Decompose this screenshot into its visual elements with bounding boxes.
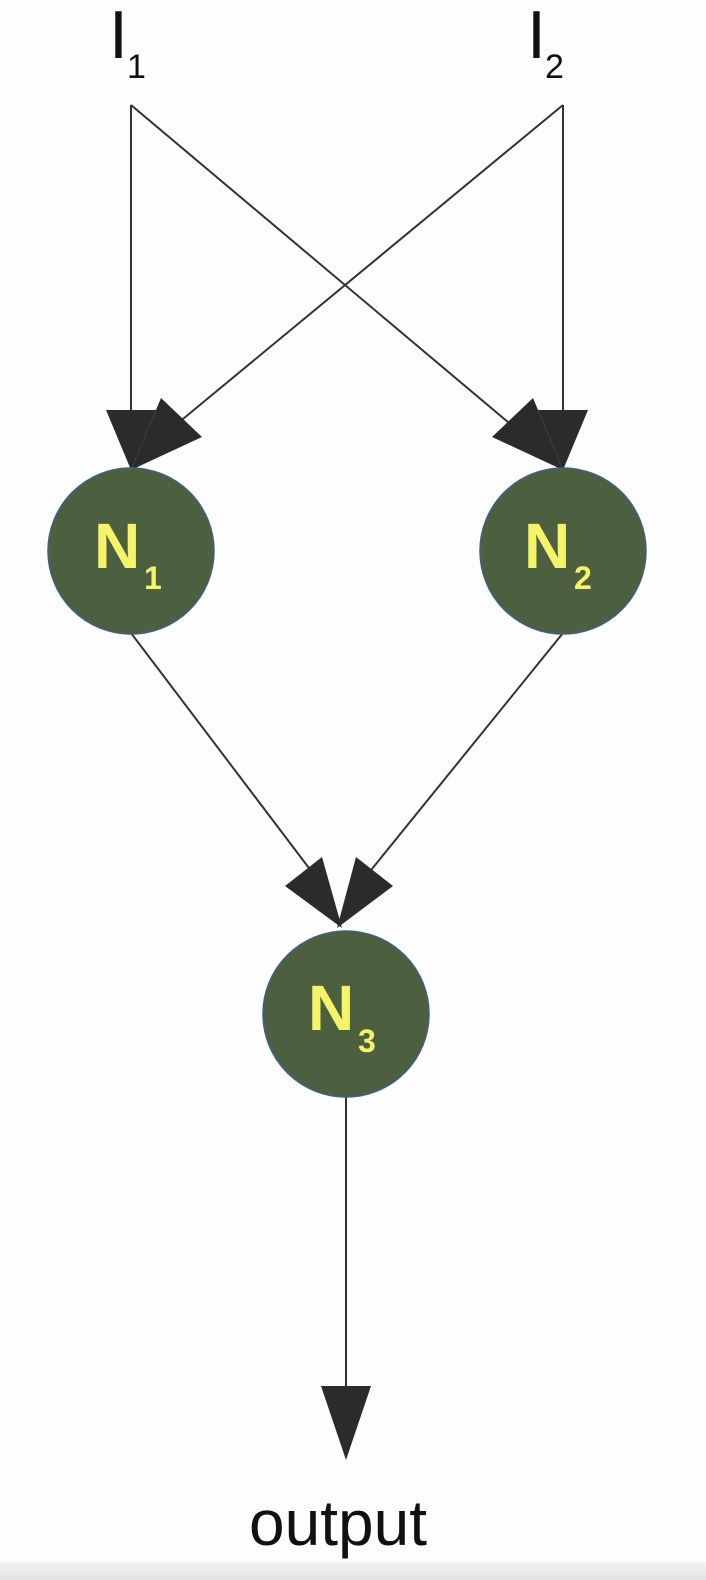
arrowhead-i2-n2 bbox=[538, 410, 588, 470]
arrowheads bbox=[106, 398, 588, 1460]
arrowhead-i2-n1 bbox=[131, 398, 202, 470]
edge-n1-n3 bbox=[130, 632, 319, 881]
input-i2: I 2 bbox=[527, 0, 564, 86]
input-i2-subscript: 2 bbox=[545, 48, 564, 86]
node-n3-circle bbox=[262, 930, 430, 1098]
arrowhead-i1-n1 bbox=[106, 410, 156, 470]
arrowhead-n1-n3 bbox=[285, 857, 342, 928]
bottom-edge-strip bbox=[0, 1562, 706, 1580]
edge-i1-n2 bbox=[130, 104, 516, 429]
output-label: output bbox=[249, 1487, 427, 1559]
node-n2: N 2 bbox=[479, 467, 647, 635]
edge-i2-n1 bbox=[171, 104, 564, 429]
arrowhead-n2-n3 bbox=[337, 857, 393, 928]
edges bbox=[130, 104, 564, 1390]
edge-n2-n3 bbox=[362, 632, 564, 881]
node-n3-subscript: 3 bbox=[358, 1023, 376, 1059]
arrowhead-n3-output bbox=[321, 1386, 371, 1460]
node-n2-circle bbox=[479, 467, 647, 635]
arrowhead-i1-n2 bbox=[492, 398, 563, 470]
node-n1-circle bbox=[47, 467, 215, 635]
input-i1-letter: I bbox=[109, 0, 128, 73]
node-n2-letter: N bbox=[524, 510, 570, 582]
input-i1-subscript: 1 bbox=[127, 48, 146, 86]
node-n1-subscript: 1 bbox=[144, 560, 162, 596]
node-n1-letter: N bbox=[94, 510, 140, 582]
input-i2-letter: I bbox=[527, 0, 546, 73]
node-n3-letter: N bbox=[308, 972, 354, 1044]
node-n3: N 3 bbox=[262, 930, 430, 1098]
node-n2-subscript: 2 bbox=[574, 560, 592, 596]
input-i1: I 1 bbox=[109, 0, 146, 86]
node-n1: N 1 bbox=[47, 467, 215, 635]
